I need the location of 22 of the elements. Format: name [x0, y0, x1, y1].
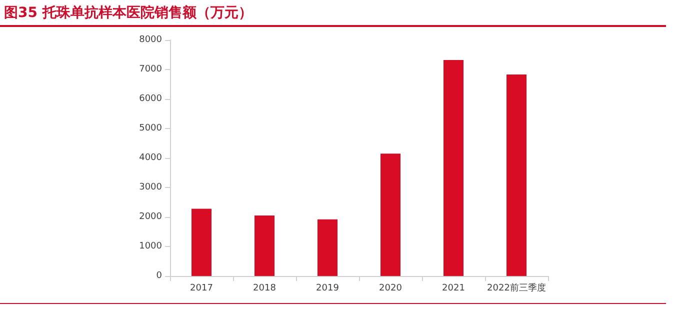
chart-title: 图35 托珠单抗样本医院销售额（万元） [4, 4, 252, 22]
bar [254, 216, 274, 276]
x-tick-label: 2017 [190, 284, 213, 294]
y-tick-label: 5000 [139, 124, 162, 134]
bar [192, 208, 212, 276]
y-tick-label: 6000 [139, 94, 162, 104]
y-tick-label: 7000 [139, 64, 162, 74]
y-tick-label: 0 [156, 271, 162, 281]
y-tick-label: 1000 [139, 242, 162, 252]
bar [444, 60, 464, 276]
x-tick-label: 2020 [379, 284, 402, 294]
y-tick-label: 8000 [139, 35, 162, 45]
x-tick-label: 2018 [253, 284, 276, 294]
x-tick-label: 2019 [316, 284, 340, 294]
y-tick-label: 2000 [139, 212, 162, 222]
bar [380, 154, 400, 276]
y-tick-label: 4000 [139, 153, 162, 163]
bar [318, 219, 338, 276]
x-tick-label: 2021 [442, 284, 465, 294]
bar [506, 74, 526, 276]
y-tick-label: 3000 [139, 182, 162, 192]
x-tick-label: 2022前三季度 [487, 282, 546, 294]
